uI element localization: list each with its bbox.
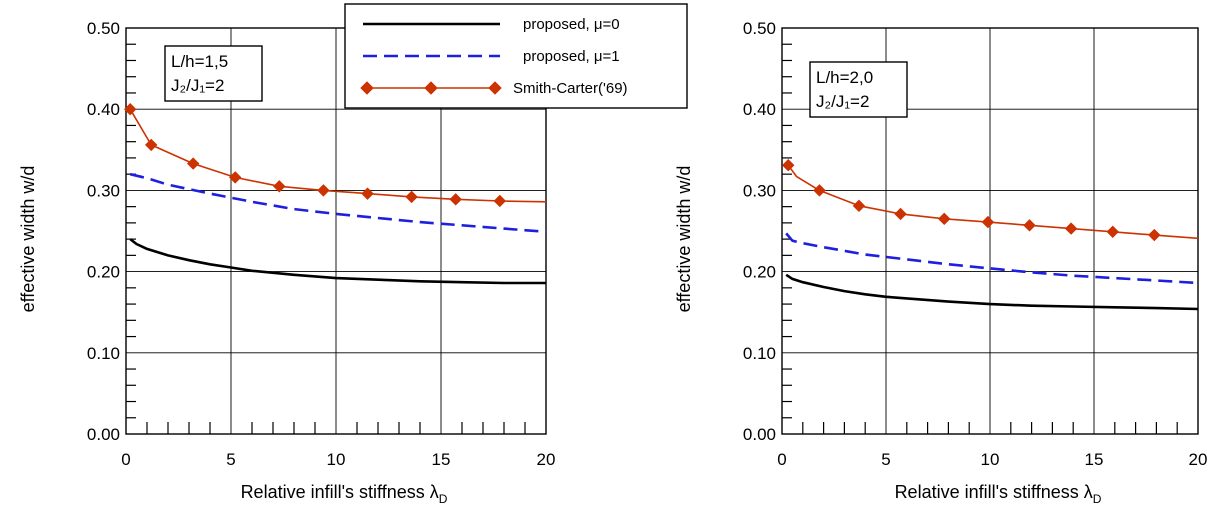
legend-label: Smith-Carter('69) [513, 80, 628, 97]
legend: proposed, μ=0 proposed, μ=1 Smith-Carter('… [344, 3, 688, 109]
x-axis-label-symbol: λ [1084, 482, 1093, 502]
plot-frame [781, 27, 1199, 435]
series-marker [1106, 225, 1119, 239]
legend-marker [360, 81, 374, 95]
series-marker [981, 215, 995, 229]
x-axis-label-symbol: λ [430, 482, 439, 502]
x-tick-label: 0 [777, 450, 786, 469]
annotation-line: J₂/J₁=2 [171, 76, 224, 95]
series-marker [449, 193, 462, 206]
series-marker [361, 187, 374, 200]
series-line-1 [785, 273, 1199, 311]
legend-label: proposed, μ=1 [523, 48, 620, 65]
chart-panel-2: 0 5 10 15 20 0.00 0.10 0.20 0.30 0.40 0.50 Relative… [674, 19, 1207, 506]
y-tick-label: 0.30 [87, 181, 120, 200]
series-marker [273, 180, 286, 193]
legend-marker [488, 81, 502, 95]
x-axis-label-text: Relative infill's stiffness [895, 482, 1084, 502]
x-tick-label: 5 [881, 450, 890, 469]
series-marker [852, 199, 866, 213]
y-tick-label: 0.10 [743, 344, 776, 363]
y-tick-label: 0.50 [743, 19, 776, 38]
y-tick-label: 0.40 [743, 100, 776, 119]
x-tick-label: 5 [226, 450, 235, 469]
series-line-2 [785, 232, 1199, 285]
series-marker [405, 190, 418, 204]
series-line-1 [129, 238, 546, 285]
series-line-3 [787, 164, 1199, 240]
annotation-box [164, 45, 263, 102]
legend-box [344, 3, 688, 109]
series-marker [493, 194, 507, 208]
x-tick-label: 20 [537, 450, 556, 469]
annotation-line: L/h=2,0 [816, 68, 873, 87]
series-marker [813, 184, 826, 197]
y-tick-label: 0.00 [743, 425, 776, 444]
series-line-2 [129, 172, 547, 234]
series-marker [1064, 222, 1078, 235]
x-axis-label-subscript: D [1093, 492, 1102, 506]
series-marker [228, 171, 242, 184]
annotation-line: J₂/J₁=2 [816, 92, 869, 111]
series-marker [894, 207, 907, 221]
series-marker [1023, 219, 1036, 232]
y-tick-label: 0.10 [87, 344, 120, 363]
annotation-box [809, 61, 908, 118]
x-tick-label: 10 [327, 450, 346, 469]
x-axis-label: Relative infill's stiffness λD [241, 482, 448, 506]
y-tick-label: 0.20 [743, 263, 776, 282]
series-marker [186, 157, 200, 170]
series-marker [938, 212, 951, 226]
x-axis-label: Relative infill's stiffness λD [895, 482, 1102, 506]
y-tick-label: 0.40 [87, 100, 120, 119]
series-line-3 [129, 108, 547, 203]
series-marker [782, 159, 795, 172]
series-marker [1148, 228, 1161, 242]
y-tick-label: 0.50 [87, 19, 120, 38]
y-tick-label: 0.30 [743, 181, 776, 200]
y-tick-label: 0.20 [87, 263, 120, 282]
chart-panel-1: 0 5 10 15 20 0.00 0.10 0.20 0.30 0.40 0.50 Relative… [18, 19, 555, 506]
series-marker [144, 138, 158, 152]
series-marker [317, 184, 330, 197]
y-tick-label: 0.00 [87, 425, 120, 444]
x-axis-label-subscript: D [439, 492, 448, 506]
x-tick-label: 15 [432, 450, 451, 469]
y-axis-label: effective width w/d [18, 166, 38, 313]
legend-marker [424, 81, 438, 95]
y-axis-label: effective width w/d [674, 166, 694, 313]
x-tick-label: 10 [981, 450, 1000, 469]
x-tick-label: 0 [121, 450, 130, 469]
annotation-line: L/h=1,5 [171, 52, 228, 71]
x-tick-label: 20 [1189, 450, 1208, 469]
legend-label: proposed, μ=0 [523, 16, 620, 33]
x-tick-label: 15 [1085, 450, 1104, 469]
series-marker [123, 102, 137, 116]
x-axis-label-text: Relative infill's stiffness [241, 482, 430, 502]
